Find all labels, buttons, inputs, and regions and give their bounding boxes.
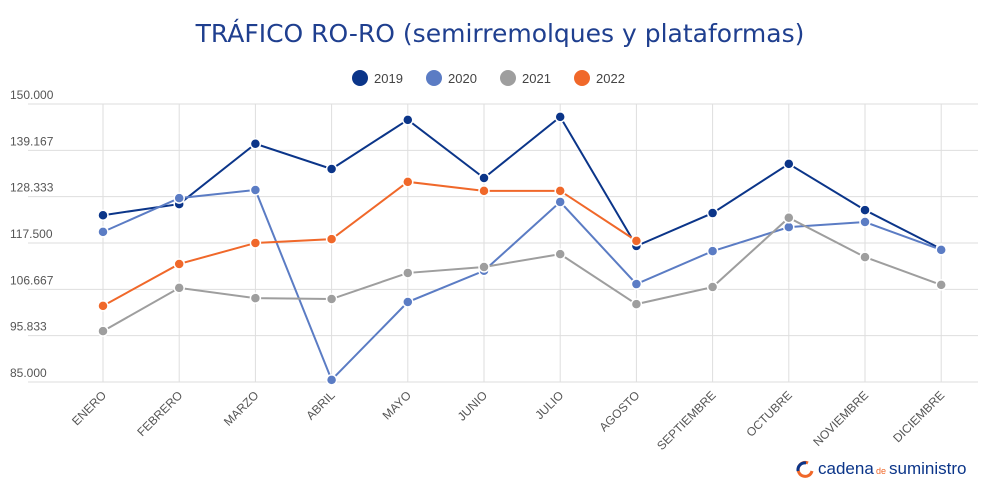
legend-marker xyxy=(574,70,590,86)
legend-marker xyxy=(500,70,516,86)
data-point xyxy=(173,282,185,294)
data-point xyxy=(402,296,414,308)
x-tick-label: JULIO xyxy=(532,388,566,422)
data-point xyxy=(402,176,414,188)
x-tick-label: OCTUBRE xyxy=(744,388,795,439)
data-point xyxy=(249,237,262,249)
brand: cadena de suministro xyxy=(796,459,966,478)
data-point xyxy=(783,158,795,170)
series-line xyxy=(102,115,942,250)
x-tick-label: DICIEMBRE xyxy=(890,388,947,445)
brand-text: de xyxy=(876,466,886,476)
x-tick-label: ENERO xyxy=(69,388,109,428)
data-point xyxy=(325,293,338,305)
y-tick-label: 128.333 xyxy=(10,181,54,195)
data-point xyxy=(554,111,566,123)
legend-marker xyxy=(426,70,442,86)
data-point xyxy=(935,279,947,291)
data-point xyxy=(554,248,566,260)
data-point xyxy=(402,267,414,279)
data-point xyxy=(859,204,871,216)
data-point xyxy=(706,245,719,257)
series-line xyxy=(102,216,942,332)
data-point xyxy=(783,212,795,224)
data-point xyxy=(859,251,871,263)
legend-label: 2022 xyxy=(596,71,625,86)
x-tick-label: MARZO xyxy=(221,388,262,429)
y-tick-label: 139.167 xyxy=(10,134,54,148)
series-line xyxy=(102,180,637,307)
y-tick-label: 85.000 xyxy=(10,366,47,380)
x-tick-label: MAYO xyxy=(380,388,414,422)
legend-marker xyxy=(352,70,368,86)
data-point xyxy=(97,300,109,312)
brand-icon xyxy=(796,461,807,472)
data-point xyxy=(783,221,795,233)
x-tick-label: SEPTIEMBRE xyxy=(654,388,719,453)
data-point xyxy=(97,325,109,337)
data-point xyxy=(478,172,490,184)
data-point xyxy=(173,258,185,270)
data-point xyxy=(249,292,262,304)
data-point xyxy=(554,196,566,208)
data-point xyxy=(478,185,490,197)
data-point xyxy=(554,185,566,197)
data-point xyxy=(402,114,414,126)
data-point xyxy=(325,233,338,245)
x-tick-label: JUNIO xyxy=(455,388,490,423)
series-line xyxy=(102,188,942,382)
x-tick-label: ABRIL xyxy=(303,388,338,423)
data-point xyxy=(478,261,490,273)
data-point xyxy=(97,209,109,221)
brand-text: cadena xyxy=(818,459,874,478)
y-tick-label: 117.500 xyxy=(10,227,53,241)
x-tick-label: FEBRERO xyxy=(134,388,185,439)
chart-title: TRÁFICO RO-RO (semirremolques y platafor… xyxy=(195,19,805,48)
x-tick-label: NOVIEMBRE xyxy=(810,388,871,449)
data-point xyxy=(935,244,947,256)
x-tick-label: AGOSTO xyxy=(596,388,642,434)
data-point xyxy=(173,192,185,204)
data-point xyxy=(325,374,338,386)
data-point xyxy=(859,216,871,228)
legend-label: 2021 xyxy=(522,71,551,86)
legend-label: 2020 xyxy=(448,71,477,86)
data-point xyxy=(706,281,719,293)
data-point xyxy=(97,226,109,238)
data-point xyxy=(325,163,338,175)
legend-label: 2019 xyxy=(374,71,403,86)
data-point xyxy=(249,184,262,196)
brand-text: suministro xyxy=(889,459,966,478)
data-point xyxy=(249,138,262,150)
data-point xyxy=(630,298,643,310)
y-tick-label: 95.833 xyxy=(10,320,47,334)
y-tick-label: 106.667 xyxy=(10,273,54,287)
data-point xyxy=(630,278,643,290)
data-point xyxy=(706,207,719,219)
data-point xyxy=(630,235,643,247)
y-tick-label: 150.000 xyxy=(10,88,54,102)
